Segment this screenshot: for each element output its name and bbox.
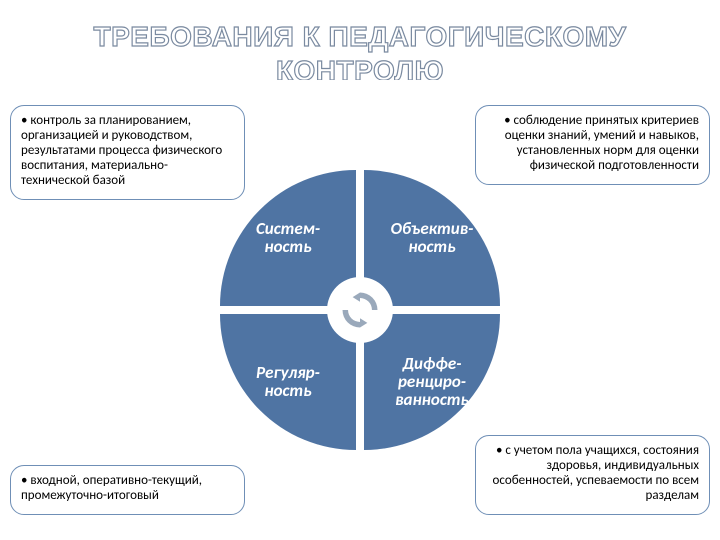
card-tr-text: соблюдение принятых критериев оценки зна… [486, 114, 699, 174]
cycle-diagram: Систем-ность Объектив-ность Регуляр-ност… [220, 170, 500, 450]
card-bottom-left: входной, оперативно-текущий, промежуточн… [10, 465, 245, 515]
quadrant-bl: Регуляр-ность [220, 314, 356, 450]
card-bottom-right: с учетом пола учащихся, состояния здоров… [475, 435, 710, 515]
svg-text:КОНТРОЛЮ: КОНТРОЛЮ [276, 55, 444, 80]
quadrant-tr: Объектив-ность [364, 170, 500, 306]
quadrant-br-label: Диффе-ренциро-ванность [395, 355, 469, 409]
card-tl-text: контроль за планированием, организацией … [21, 114, 234, 189]
cycle-hub [327, 277, 393, 343]
page-title: ТРЕБОВАНИЯ К ПЕДАГОГИЧЕСКОМУ КОНТРОЛЮ [0, 0, 720, 80]
quadrant-tr-label: Объектив-ность [391, 220, 474, 256]
quadrant-tl-label: Систем-ность [256, 220, 320, 256]
quadrant-br: Диффе-ренциро-ванность [364, 314, 500, 450]
quadrant-bl-label: Регуляр-ность [256, 364, 320, 400]
cycle-arrows-icon [337, 287, 383, 333]
card-bl-text: входной, оперативно-текущий, промежуточн… [21, 474, 234, 504]
card-br-text: с учетом пола учащихся, состояния здоров… [486, 444, 699, 504]
quadrant-tl: Систем-ность [220, 170, 356, 306]
svg-text:ТРЕБОВАНИЯ К ПЕДАГОГИЧЕСКОМУ: ТРЕБОВАНИЯ К ПЕДАГОГИЧЕСКОМУ [94, 21, 627, 52]
card-top-right: соблюдение принятых критериев оценки зна… [475, 105, 710, 185]
card-top-left: контроль за планированием, организацией … [10, 105, 245, 200]
